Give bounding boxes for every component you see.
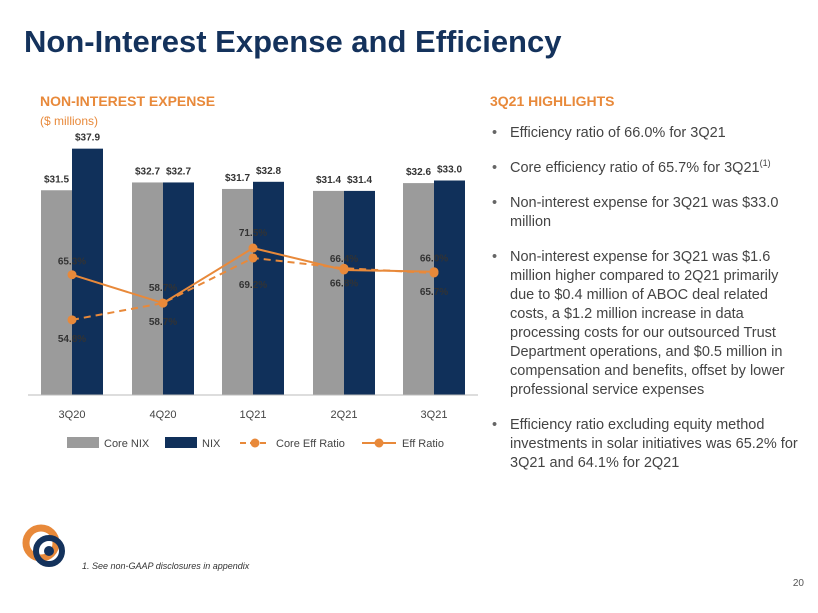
x-tick-label: 4Q20 (150, 409, 177, 421)
point-eff-ratio (158, 298, 168, 308)
x-tick-label: 3Q20 (59, 409, 86, 421)
line-label-core-eff-ratio: 69.2% (239, 280, 267, 291)
x-tick-label: 1Q21 (240, 409, 267, 421)
footnote: 1. See non-GAAP disclosures in appendix (82, 561, 250, 571)
bar-label-nix: $32.7 (166, 166, 191, 177)
legend-marker-core-eff-ratio (250, 438, 260, 448)
highlight-text: Core efficiency ratio of 65.7% for 3Q21 (510, 160, 760, 176)
legend-label-eff-ratio: Eff Ratio (402, 438, 444, 450)
highlight-item: Efficiency ratio of 66.0% for 3Q21 (490, 124, 800, 143)
bar-label-nix: $32.8 (256, 166, 281, 177)
line-label-core-eff-ratio: 65.7% (420, 287, 448, 298)
bar-label-core-nix: $31.5 (44, 174, 69, 185)
line-label-eff-ratio: 65.3% (58, 257, 86, 268)
x-tick-label: 2Q21 (331, 409, 358, 421)
point-eff-ratio (248, 243, 258, 253)
bar-label-core-nix: $32.7 (135, 166, 160, 177)
x-tick-label: 3Q21 (421, 409, 448, 421)
bar-nix (344, 190, 375, 395)
legend-label-core-eff-ratio: Core Eff Ratio (276, 438, 345, 450)
point-eff-ratio (339, 265, 349, 275)
bar-label-core-nix: $32.6 (406, 167, 431, 178)
bar-nix (434, 180, 465, 395)
line-label-eff-ratio: 58.7% (149, 317, 177, 328)
legend-swatch-nix (165, 437, 197, 448)
bar-label-nix: $33.0 (437, 165, 462, 176)
chart-subheading: ($ millions) (40, 114, 99, 128)
legend-swatch-core-nix (67, 437, 99, 448)
bar-core-nix (41, 190, 72, 395)
bar-label-core-nix: $31.4 (316, 175, 341, 186)
highlights-list: Efficiency ratio of 66.0% for 3Q21 Core … (490, 124, 800, 489)
chart-heading: NON-INTEREST EXPENSE (40, 93, 216, 109)
bar-label-nix: $37.9 (75, 133, 100, 144)
non-interest-expense-chart: $31.5 $37.9 3Q20 $32.7 $32.7 4Q20 $31.7 $32.8 1Q… (28, 133, 478, 450)
legend-marker-eff-ratio (374, 438, 384, 448)
bar-label-nix: $31.4 (347, 175, 372, 186)
highlight-item: Efficiency ratio excluding equity method… (490, 416, 800, 473)
line-label-eff-ratio: 71.5% (239, 228, 267, 239)
page-number: 20 (792, 578, 804, 589)
company-logo-icon (22, 524, 65, 567)
bar-nix (163, 182, 194, 395)
bar-core-nix (222, 188, 253, 395)
line-label-core-eff-ratio: 58.7% (149, 283, 177, 294)
bar-core-nix (403, 183, 434, 395)
point-core-eff-ratio (248, 253, 258, 263)
legend-label-core-nix: Core NIX (104, 438, 150, 450)
legend-label-nix: NIX (202, 438, 221, 450)
bar-core-nix (313, 190, 344, 395)
line-label-core-eff-ratio: 54.8% (58, 334, 86, 345)
footnote-marker: (1) (759, 158, 771, 169)
point-eff-ratio (67, 270, 77, 280)
point-eff-ratio (429, 267, 439, 277)
highlights-heading: 3Q21 HIGHLIGHTS (490, 93, 615, 109)
highlight-item: Non-interest expense for 3Q21 was $33.0 … (490, 194, 800, 232)
highlight-item: Core efficiency ratio of 65.7% for 3Q21(… (490, 159, 800, 178)
bar-nix (72, 148, 103, 395)
line-label-eff-ratio: 66.0% (420, 254, 448, 265)
line-label-core-eff-ratio: 66.8% (330, 278, 358, 289)
point-core-eff-ratio (67, 315, 77, 325)
page-title: Non-Interest Expense and Efficiency (24, 24, 562, 59)
bar-nix (253, 181, 284, 395)
line-label-eff-ratio: 66.4% (330, 254, 358, 265)
bar-label-core-nix: $31.7 (225, 173, 250, 184)
highlight-item: Non-interest expense for 3Q21 was $1.6 m… (490, 248, 800, 400)
bar-core-nix (132, 182, 163, 395)
